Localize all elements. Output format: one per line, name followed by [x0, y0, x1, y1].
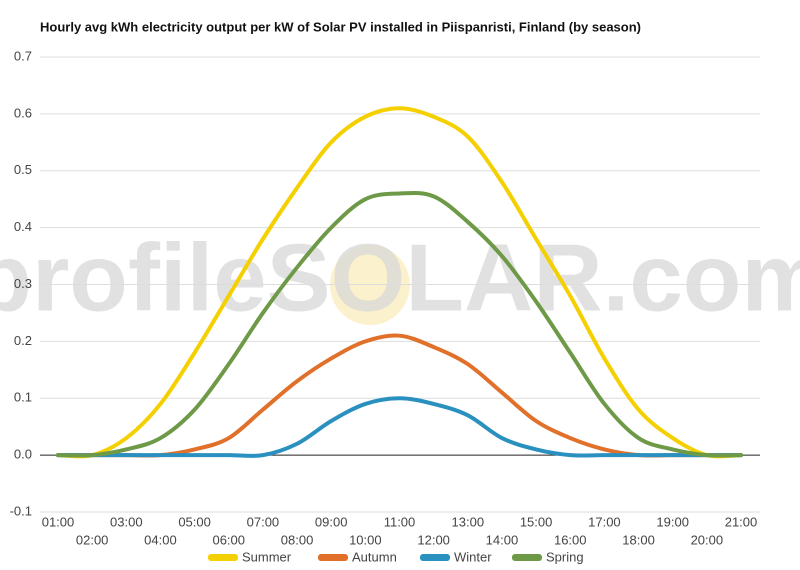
y-tick-label: 0.4 — [14, 219, 32, 234]
watermark: profileSOLAR.com — [0, 224, 800, 331]
x-tick-label: 19:00 — [656, 514, 689, 529]
x-tick-label: 12:00 — [417, 532, 450, 547]
x-tick-label: 18:00 — [622, 532, 655, 547]
x-tick-label: 07:00 — [247, 514, 280, 529]
x-tick-label: 04:00 — [144, 532, 177, 547]
x-tick-label: 21:00 — [725, 514, 758, 529]
x-tick-label: 08:00 — [281, 532, 314, 547]
x-tick-label: 20:00 — [691, 532, 724, 547]
x-tick-label: 14:00 — [486, 532, 519, 547]
x-tick-label: 16:00 — [554, 532, 587, 547]
series-line — [56, 106, 743, 459]
x-tick-label: 13:00 — [452, 514, 485, 529]
x-tick-label: 01:00 — [42, 514, 75, 529]
x-tick-label: 02:00 — [76, 532, 109, 547]
x-tick-label: 09:00 — [315, 514, 348, 529]
x-tick-label: 05:00 — [178, 514, 211, 529]
y-tick-label: 0.2 — [14, 333, 32, 348]
legend-swatch — [420, 554, 450, 561]
series-line — [56, 396, 743, 458]
y-tick-label: 0.3 — [14, 276, 32, 291]
x-tick-label: 06:00 — [212, 532, 245, 547]
x-tick-label: 03:00 — [110, 514, 143, 529]
y-tick-label: -0.1 — [10, 503, 32, 518]
legend-swatch — [208, 554, 238, 561]
legend-label: Summer — [242, 549, 292, 564]
chart-title: Hourly avg kWh electricity output per kW… — [40, 19, 641, 34]
x-tick-label: 11:00 — [384, 514, 416, 529]
y-tick-label: 0.5 — [14, 162, 32, 177]
x-tick-label: 10:00 — [349, 532, 382, 547]
x-tick-label: 15:00 — [520, 514, 553, 529]
legend-swatch — [512, 554, 542, 561]
y-tick-label: 0.7 — [14, 48, 32, 63]
legend-label: Spring — [546, 549, 584, 564]
series-line — [56, 190, 743, 458]
y-tick-label: 0.1 — [14, 390, 32, 405]
y-tick-label: 0.0 — [14, 447, 32, 462]
legend-label: Autumn — [352, 549, 397, 564]
legend-label: Winter — [454, 549, 492, 564]
legend-swatch — [318, 554, 348, 561]
y-tick-label: 0.6 — [14, 105, 32, 120]
x-tick-label: 17:00 — [588, 514, 621, 529]
